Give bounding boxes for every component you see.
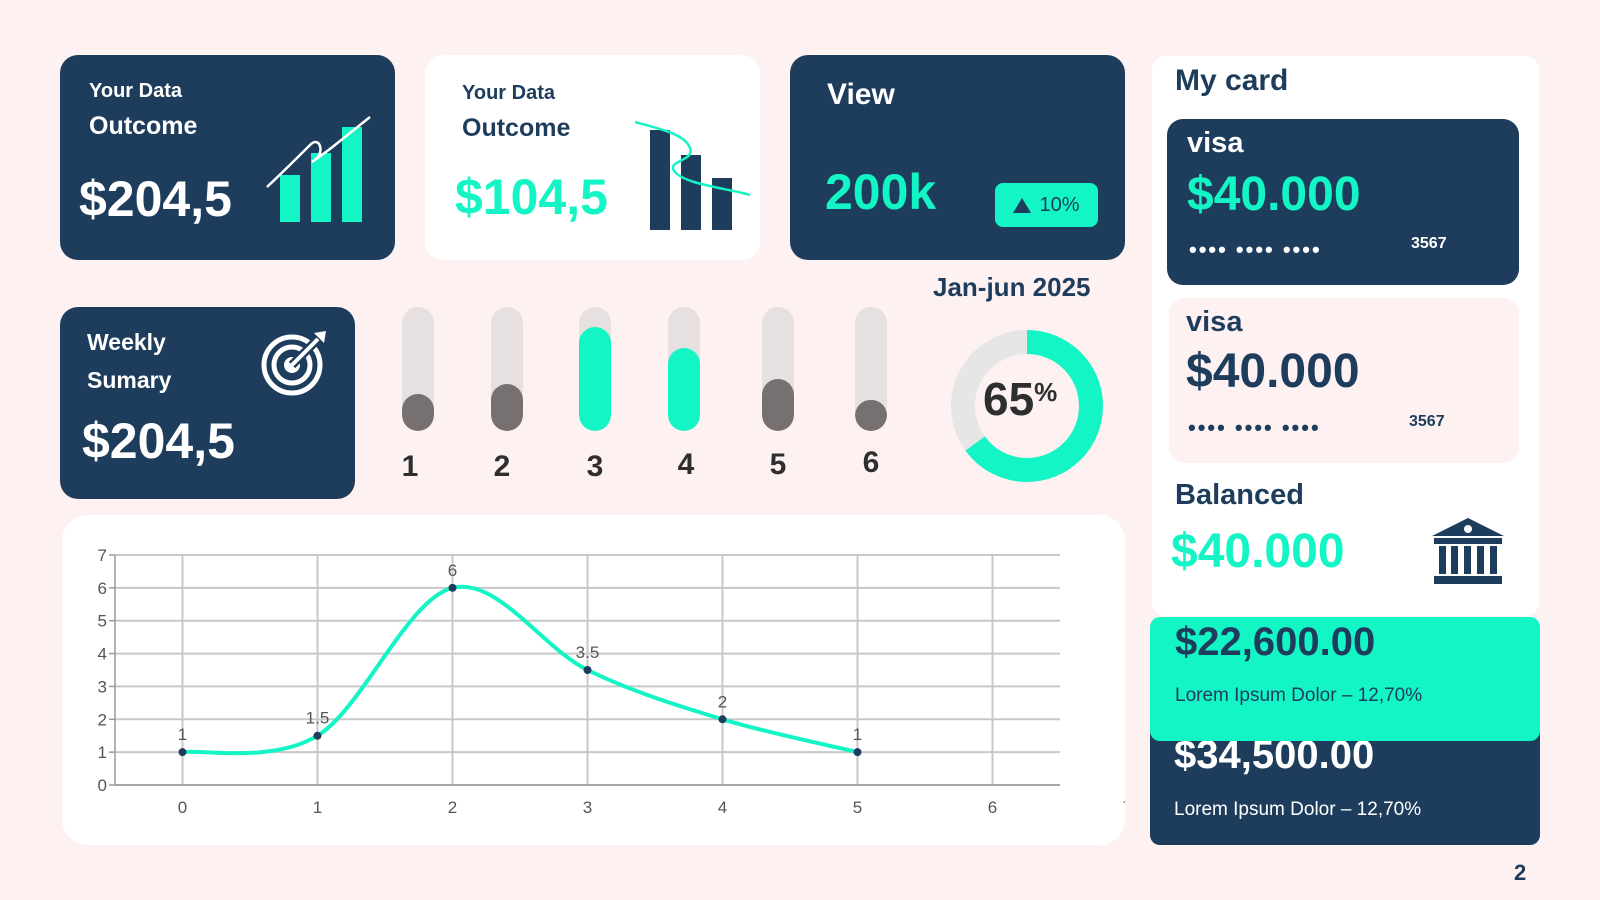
line-chart: 0 1 2 3 4 5 6 7 0 1 2 3 4 5 6 7 1 1.5 6 3.5 2 1: [98, 546, 1125, 817]
weekly-bar-1: [402, 307, 434, 431]
data-label: 6: [448, 561, 457, 580]
progress-donut: [951, 330, 1103, 482]
y-tick-label: 6: [98, 579, 107, 598]
kpi2-line2: Outcome: [462, 114, 571, 142]
visa-card-1-last4: 3567: [1411, 235, 1447, 252]
weekly-bar-3: [579, 307, 611, 431]
outcome-card-2: Your Data Outcome $104,5: [425, 55, 760, 260]
weekly-bar-2-fill: [491, 383, 523, 431]
donut-progress-arc: [951, 330, 1103, 482]
weekly-value: $204,5: [82, 413, 235, 469]
x-tick-label: 0: [178, 798, 187, 817]
visa-card-2-amount: $40.000: [1186, 345, 1360, 398]
data-label: 3.5: [576, 643, 600, 662]
visa-card-2-brand: visa: [1186, 306, 1243, 338]
views-card: View 200k 10%: [790, 55, 1125, 260]
data-point: [178, 748, 187, 757]
weekly-bar-5-fill: [762, 378, 794, 431]
data-label: 1: [178, 725, 187, 744]
growth-badge-label: 10%: [1039, 193, 1080, 216]
stat1-caption: Lorem Ipsum Dolor – 12,70%: [1175, 685, 1423, 706]
line-chart-card: 0 1 2 3 4 5 6 7 0 1 2 3 4 5 6 7 1 1.5 6 3.5 2 1: [62, 515, 1125, 845]
kpi1-line1: Your Data: [89, 80, 182, 102]
weekly-bar-4-fill: [668, 347, 700, 431]
kpi2-value: $104,5: [455, 169, 608, 225]
growth-badge: 10%: [995, 183, 1098, 227]
x-tick-label: 6: [988, 798, 997, 817]
outcome-card-1: Your Data Outcome $204,5: [60, 55, 395, 260]
data-point: [448, 583, 457, 592]
data-point: [718, 715, 727, 724]
y-tick-label: 7: [98, 546, 107, 565]
views-value: 200k: [825, 164, 937, 220]
weekly-summary-card: Weekly Sumary $204,5: [60, 307, 355, 499]
data-label: 1.5: [306, 709, 330, 728]
x-tick-label: 3: [583, 798, 592, 817]
my-card-panel: My card visa $40.000 •••• •••• •••• 3567…: [1152, 56, 1539, 616]
data-label: 2: [718, 692, 727, 711]
my-card-title: My card: [1175, 64, 1289, 97]
data-point: [313, 731, 322, 740]
kpi2-line1: Your Data: [462, 82, 555, 104]
kpi1-line2: Outcome: [89, 112, 198, 140]
weekly-bar-2: [491, 307, 523, 431]
y-tick-label: 5: [98, 612, 107, 631]
triangle-up-icon: [1013, 197, 1032, 213]
y-tick-label: 2: [98, 710, 107, 729]
weekly-bar-label: 2: [493, 450, 511, 483]
bank-icon: [1432, 518, 1504, 584]
x-tick-label: 7: [1123, 798, 1125, 817]
x-tick-label: 1: [313, 798, 322, 817]
donut-percent: 65%: [983, 372, 1057, 426]
stat-card-1: $22,600.00 Lorem Ipsum Dolor – 12,70%: [1150, 617, 1540, 741]
visa-card-1-dots: •••• •••• ••••: [1189, 237, 1322, 262]
donut-percent-value: 65: [983, 373, 1035, 425]
weekly-bar-5: [762, 307, 794, 431]
weekly-line1: Weekly: [87, 329, 166, 355]
visa-card-1-brand: visa: [1187, 127, 1244, 159]
weekly-bar-4: [668, 307, 700, 431]
x-tick-label: 2: [448, 798, 457, 817]
donut-percent-sign: %: [1034, 376, 1058, 407]
weekly-bar-label: 4: [677, 448, 695, 481]
weekly-bar-label: 3: [586, 450, 604, 483]
weekly-bar-label: 6: [862, 446, 880, 479]
balanced-label: Balanced: [1175, 479, 1304, 511]
weekly-bar-1-fill: [402, 393, 434, 431]
donut-title: Jan-jun 2025: [933, 272, 1091, 302]
y-tick-label: 0: [98, 776, 107, 795]
balanced-amount: $40.000: [1171, 525, 1345, 578]
visa-card-1[interactable]: visa $40.000 •••• •••• •••• 3567: [1167, 119, 1519, 285]
visa-card-2-dots: •••• •••• ••••: [1188, 415, 1321, 440]
y-tick-label: 3: [98, 677, 107, 696]
data-point: [583, 666, 592, 674]
weekly-bar-3-fill: [579, 326, 611, 431]
weekly-bar-6-fill: [855, 400, 887, 431]
x-tick-label: 5: [853, 798, 862, 817]
x-tick-label: 4: [718, 798, 727, 817]
visa-card-2-last4: 3567: [1409, 413, 1445, 430]
visa-card-2[interactable]: visa $40.000 •••• •••• •••• 3567: [1169, 298, 1519, 463]
data-label: 1: [853, 725, 862, 744]
y-tick-label: 4: [98, 645, 107, 664]
kpi1-value: $204,5: [79, 171, 232, 227]
series-line: [182, 584, 858, 756]
views-title: View: [827, 78, 895, 111]
page-number: 2: [1514, 860, 1527, 885]
stat1-amount: $22,600.00: [1175, 620, 1376, 664]
y-tick-label: 1: [98, 743, 107, 762]
weekly-bar-6: [855, 307, 887, 431]
bar-chart-icon: [635, 120, 751, 230]
weekly-bar-label: 5: [769, 448, 787, 481]
target-icon: [261, 331, 326, 396]
stat2-caption: Lorem Ipsum Dolor – 12,70%: [1174, 799, 1422, 820]
weekly-line2: Sumary: [87, 367, 172, 393]
weekly-bar-label: 1: [401, 450, 419, 483]
data-point: [853, 748, 862, 757]
visa-card-1-amount: $40.000: [1187, 168, 1361, 221]
growth-chart-icon: [266, 116, 371, 222]
